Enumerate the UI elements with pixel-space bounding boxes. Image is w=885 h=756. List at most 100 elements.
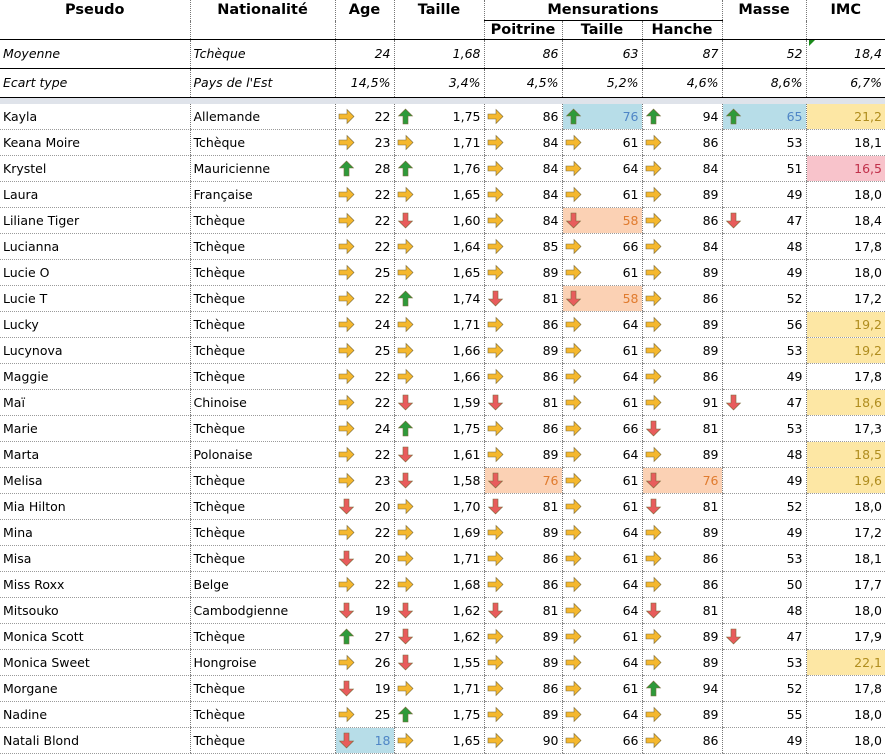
cell-masse[interactable]: 53	[721, 129, 806, 156]
cell-imc[interactable]: 17,8	[805, 233, 885, 260]
cell-taille[interactable]: 1,55	[393, 649, 484, 676]
cell-taille[interactable]: 1,75	[393, 104, 484, 130]
cell-nationalite[interactable]: Tchèque	[189, 493, 335, 520]
cell-pseudo[interactable]: Monica Scott	[0, 623, 190, 650]
cell-poitrine[interactable]: 81	[483, 285, 562, 312]
cell-pseudo[interactable]: Lucynova	[0, 337, 190, 364]
cell-masse[interactable]: 49	[721, 519, 806, 546]
cell-age[interactable]: 18	[334, 727, 394, 754]
cell-pseudo[interactable]: Morgane	[0, 675, 190, 702]
summary-age[interactable]: 14,5%	[334, 68, 394, 98]
cell-pseudo[interactable]: Keana Moire	[0, 129, 190, 156]
cell-taille-mens[interactable]: 66	[561, 727, 642, 754]
cell-taille-mens[interactable]: 64	[561, 311, 642, 338]
cell-imc[interactable]: 19,2	[805, 311, 885, 338]
cell-pseudo[interactable]: Melisa	[0, 467, 190, 494]
cell-taille-mens[interactable]: 64	[561, 571, 642, 598]
cell-age[interactable]: 22	[334, 441, 394, 468]
cell-poitrine[interactable]: 89	[483, 649, 562, 676]
summary-hanche[interactable]: 4,6%	[641, 68, 722, 98]
cell-poitrine[interactable]: 81	[483, 389, 562, 416]
cell-poitrine[interactable]: 76	[483, 467, 562, 494]
cell-taille-mens[interactable]: 64	[561, 519, 642, 546]
cell-poitrine[interactable]: 89	[483, 259, 562, 286]
cell-nationalite[interactable]: Tchèque	[189, 675, 335, 702]
cell-poitrine[interactable]: 84	[483, 207, 562, 234]
cell-hanche[interactable]: 89	[641, 649, 722, 676]
cell-age[interactable]: 19	[334, 675, 394, 702]
cell-age[interactable]: 20	[334, 545, 394, 572]
cell-nationalite[interactable]: Tchèque	[189, 545, 335, 572]
cell-nationalite[interactable]: Tchèque	[189, 337, 335, 364]
cell-taille[interactable]: 1,65	[393, 259, 484, 286]
cell-taille[interactable]: 1,62	[393, 597, 484, 624]
cell-imc[interactable]: 18,4	[805, 207, 885, 234]
cell-imc[interactable]: 18,0	[805, 727, 885, 754]
cell-nationalite[interactable]: Tchèque	[189, 415, 335, 442]
cell-hanche[interactable]: 86	[641, 129, 722, 156]
cell-age[interactable]: 25	[334, 259, 394, 286]
cell-masse[interactable]: 53	[721, 545, 806, 572]
cell-poitrine[interactable]: 86	[483, 363, 562, 390]
cell-imc[interactable]: 17,2	[805, 285, 885, 312]
cell-pseudo[interactable]: Maggie	[0, 363, 190, 390]
cell-nationalite[interactable]: Tchèque	[189, 285, 335, 312]
cell-pseudo[interactable]: Mitsouko	[0, 597, 190, 624]
cell-taille-mens[interactable]: 61	[561, 675, 642, 702]
cell-hanche[interactable]: 84	[641, 233, 722, 260]
cell-age[interactable]: 22	[334, 207, 394, 234]
cell-taille-mens[interactable]: 61	[561, 389, 642, 416]
cell-masse[interactable]: 47	[721, 207, 806, 234]
cell-imc[interactable]: 17,8	[805, 675, 885, 702]
cell-taille-mens[interactable]: 64	[561, 701, 642, 728]
cell-hanche[interactable]: 84	[641, 155, 722, 182]
cell-pseudo[interactable]: Monica Sweet	[0, 649, 190, 676]
cell-poitrine[interactable]: 86	[483, 104, 562, 130]
summary-label[interactable]: Ecart type	[3, 75, 68, 90]
cell-imc[interactable]: 22,1	[805, 649, 885, 676]
cell-hanche[interactable]: 86	[641, 363, 722, 390]
cell-taille-mens[interactable]: 64	[561, 363, 642, 390]
cell-nationalite[interactable]: Allemande	[189, 104, 335, 130]
cell-hanche[interactable]: 86	[641, 571, 722, 598]
cell-taille[interactable]: 1,64	[393, 233, 484, 260]
cell-imc[interactable]: 21,2	[805, 104, 885, 130]
cell-taille[interactable]: 1,58	[393, 467, 484, 494]
cell-hanche[interactable]: 76	[641, 467, 722, 494]
cell-taille[interactable]: 1,62	[393, 623, 484, 650]
summary-age[interactable]: 24	[334, 39, 394, 69]
cell-pseudo[interactable]: Nadine	[0, 701, 190, 728]
cell-poitrine[interactable]: 84	[483, 129, 562, 156]
cell-pseudo[interactable]: Kayla	[0, 104, 190, 130]
cell-age[interactable]: 25	[334, 701, 394, 728]
cell-poitrine[interactable]: 89	[483, 623, 562, 650]
cell-imc[interactable]: 18,6	[805, 389, 885, 416]
cell-nationalite[interactable]: Tchèque	[189, 129, 335, 156]
cell-nationalite[interactable]: Tchèque	[189, 623, 335, 650]
cell-pseudo[interactable]: Maï	[0, 389, 190, 416]
cell-age[interactable]: 27	[334, 623, 394, 650]
cell-pseudo[interactable]: Mia Hilton	[0, 493, 190, 520]
cell-masse[interactable]: 52	[721, 675, 806, 702]
cell-taille-mens[interactable]: 61	[561, 623, 642, 650]
cell-nationalite[interactable]: Française	[189, 181, 335, 208]
cell-masse[interactable]: 50	[721, 571, 806, 598]
cell-age[interactable]: 22	[334, 389, 394, 416]
cell-poitrine[interactable]: 89	[483, 701, 562, 728]
cell-taille[interactable]: 1,59	[393, 389, 484, 416]
cell-taille-mens[interactable]: 61	[561, 467, 642, 494]
cell-imc[interactable]: 19,6	[805, 467, 885, 494]
cell-masse[interactable]: 52	[721, 285, 806, 312]
cell-poitrine[interactable]: 89	[483, 337, 562, 364]
cell-poitrine[interactable]: 81	[483, 597, 562, 624]
summary-nationalite[interactable]: Tchèque	[189, 39, 335, 69]
cell-masse[interactable]: 53	[721, 415, 806, 442]
summary-taille[interactable]: 3,4%	[393, 68, 484, 98]
cell-age[interactable]: 19	[334, 597, 394, 624]
header-poitrine[interactable]: Poitrine	[483, 20, 562, 40]
cell-taille-mens[interactable]: 61	[561, 129, 642, 156]
cell-pseudo[interactable]: Marta	[0, 441, 190, 468]
cell-imc[interactable]: 17,3	[805, 415, 885, 442]
cell-taille-mens[interactable]: 61	[561, 337, 642, 364]
cell-taille-mens[interactable]: 76	[561, 104, 642, 130]
